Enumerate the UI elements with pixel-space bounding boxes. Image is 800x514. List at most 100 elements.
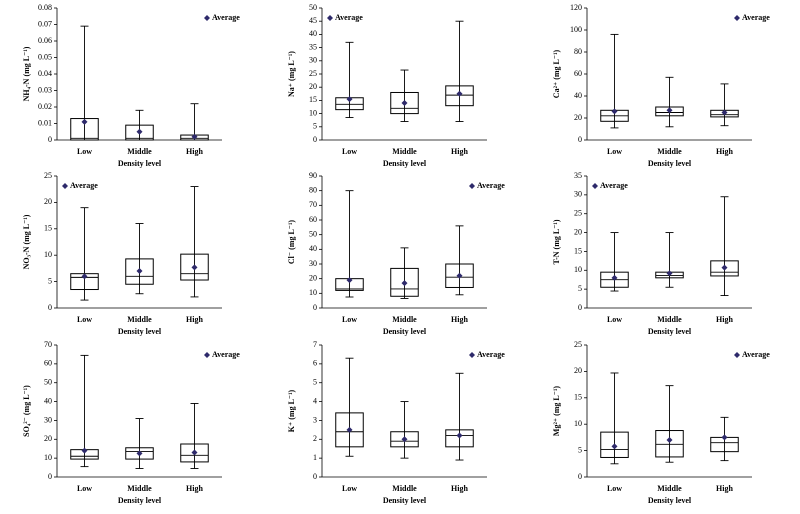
y-tick-label: 15 <box>574 246 582 255</box>
mean-marker <box>666 437 673 444</box>
y-tick-label: 25 <box>574 340 582 349</box>
box <box>125 447 154 460</box>
box <box>125 258 154 285</box>
y-tick-label: 20 <box>309 82 317 91</box>
x-tick-label: High <box>451 147 468 156</box>
x-axis-label: Density level <box>648 327 692 336</box>
x-tick-label: High <box>451 484 468 493</box>
y-tick-label: 35 <box>309 42 317 51</box>
box <box>180 253 209 281</box>
x-tick-label: Low <box>77 484 92 493</box>
y-tick-label: 100 <box>570 25 582 34</box>
y-tick-label: 30 <box>309 259 317 268</box>
mean-marker <box>721 264 728 271</box>
y-axis-label: K⁺ (mg L⁻¹) <box>287 389 296 432</box>
x-tick-label: Middle <box>127 315 152 324</box>
y-tick-label: 3 <box>313 415 317 424</box>
y-tick-label: 6 <box>313 359 317 368</box>
box <box>600 431 629 458</box>
mean-marker <box>81 447 88 454</box>
box <box>445 263 474 288</box>
y-tick-label: 0 <box>48 472 52 481</box>
mean-marker <box>346 96 353 103</box>
box <box>655 430 684 458</box>
y-tick-label: 10 <box>44 250 52 259</box>
y-tick-label: 60 <box>574 69 582 78</box>
y-tick-label: 70 <box>309 200 317 209</box>
y-tick-label: 45 <box>309 16 317 25</box>
y-tick-label: 40 <box>309 29 317 38</box>
y-tick-label: 50 <box>44 378 52 387</box>
legend-marker <box>327 15 333 21</box>
y-axis-label: Na⁺ (mg L⁻¹) <box>287 51 296 97</box>
box <box>180 443 209 463</box>
mean-marker <box>81 118 88 125</box>
legend-label: Average <box>212 350 240 359</box>
x-tick-label: Middle <box>657 147 682 156</box>
y-tick-label: 7 <box>313 340 317 349</box>
mean-marker <box>611 443 618 450</box>
y-tick-label: 80 <box>309 185 317 194</box>
box <box>335 412 364 448</box>
legend-marker <box>469 183 475 189</box>
panel: 0 5 10 15 20 25 NO₃-N (mg L⁻¹) Density level Low… <box>22 171 222 336</box>
mean-marker <box>136 450 143 457</box>
x-tick-label: Middle <box>657 484 682 493</box>
x-tick-label: Middle <box>127 147 152 156</box>
mean-marker <box>401 100 408 107</box>
y-tick-label: 20 <box>44 434 52 443</box>
mean-marker <box>191 449 198 456</box>
y-tick-label: 25 <box>574 209 582 218</box>
y-axis-label: T-N (mg L⁻¹) <box>552 219 561 264</box>
y-tick-label: 5 <box>578 284 582 293</box>
mean-marker <box>456 90 463 97</box>
legend-label: Average <box>212 13 240 22</box>
panel: 0 5 10 15 20 25 30 35 40 45 50 Na⁺ (mg L⁻¹) Density … <box>287 3 487 168</box>
y-tick-label: 40 <box>574 91 582 100</box>
mean-marker <box>611 274 618 281</box>
box <box>445 429 474 448</box>
legend-marker <box>204 352 210 358</box>
y-tick-label: 0.01 <box>38 118 52 127</box>
box <box>710 260 739 277</box>
box <box>125 124 154 141</box>
y-tick-label: 10 <box>44 453 52 462</box>
mean-marker <box>721 434 728 441</box>
y-tick-label: 1 <box>313 453 317 462</box>
mean-marker <box>346 277 353 284</box>
y-tick-label: 30 <box>309 56 317 65</box>
y-tick-label: 20 <box>574 113 582 122</box>
panel: 0 5 10 15 20 25 Mg²⁺ (mg L⁻¹) Density level Low M… <box>552 340 770 505</box>
x-tick-label: High <box>716 315 733 324</box>
box <box>70 118 99 141</box>
x-tick-label: Low <box>342 484 357 493</box>
y-tick-label: 0 <box>48 303 52 312</box>
y-tick-label: 10 <box>309 288 317 297</box>
y-tick-label: 4 <box>313 396 317 405</box>
y-tick-label: 0 <box>313 303 317 312</box>
box <box>390 431 419 448</box>
y-tick-label: 0 <box>313 135 317 144</box>
legend-label: Average <box>477 181 505 190</box>
y-tick-label: 30 <box>44 415 52 424</box>
y-tick-label: 5 <box>48 276 52 285</box>
legend-label: Average <box>600 181 628 190</box>
y-axis-label: Ca²⁺ (mg L⁻¹) <box>552 49 561 98</box>
y-tick-label: 25 <box>44 171 52 180</box>
mean-marker <box>401 436 408 443</box>
y-tick-label: 5 <box>313 378 317 387</box>
x-axis-label: Density level <box>118 496 162 505</box>
mean-marker <box>666 270 673 277</box>
x-tick-label: Middle <box>657 315 682 324</box>
legend-marker <box>469 352 475 358</box>
panel: 0 0.01 0.02 0.03 0.04 0.05 0.06 0.07 0.08 NH₄-N (… <box>22 3 240 168</box>
x-tick-label: Middle <box>127 484 152 493</box>
y-tick-label: 20 <box>309 273 317 282</box>
y-tick-label: 0.03 <box>38 85 52 94</box>
y-axis-label: Mg²⁺ (mg L⁻¹) <box>552 386 561 436</box>
y-tick-label: 0.08 <box>38 3 52 12</box>
x-tick-label: High <box>186 147 203 156</box>
box <box>655 106 684 117</box>
x-tick-label: Middle <box>392 484 417 493</box>
y-axis-label: NO₃-N (mg L⁻¹) <box>22 214 31 269</box>
